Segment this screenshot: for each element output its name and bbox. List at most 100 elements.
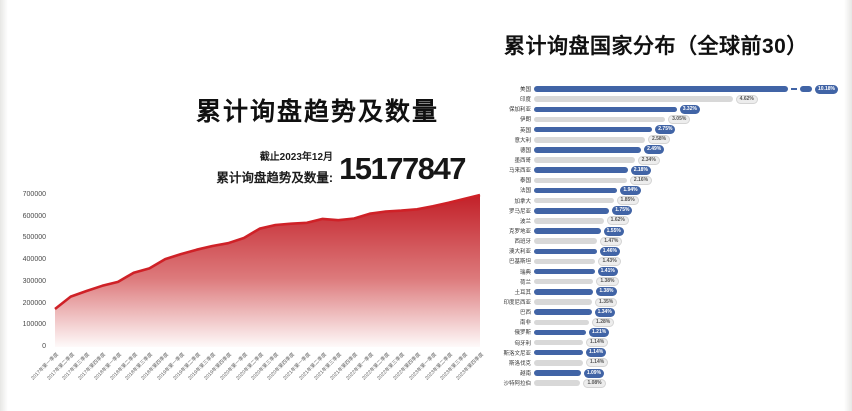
bar — [534, 197, 614, 204]
bar-value-badge: 1.14% — [586, 338, 609, 348]
bar-country-label: 俄罗斯 — [514, 330, 531, 337]
bar-row: 斯洛伐克 1.14% — [488, 358, 852, 368]
bar-value-badge: 2.16% — [629, 175, 653, 185]
bar — [534, 278, 594, 285]
bar-row: 沙特阿拉伯 1.08% — [488, 378, 852, 388]
bar-country-label: 墨西哥 — [514, 158, 531, 165]
y-tick-label: 700000 — [22, 191, 46, 198]
bar-country-label: 英国 — [519, 127, 531, 134]
trend-area-fill — [55, 195, 480, 347]
bar — [534, 319, 590, 326]
bar-row: 澳大利亚 1.46% — [488, 246, 852, 256]
bar-country-label: 罗马尼亚 — [508, 208, 531, 215]
bar — [534, 360, 584, 366]
bar-country-label: 泰国 — [519, 178, 531, 185]
bar-value-badge: 1.35% — [595, 297, 618, 307]
trend-area-chart — [48, 185, 488, 355]
bar-country-label: 匈牙利 — [514, 340, 531, 347]
bar-country-label: 法国 — [519, 188, 531, 195]
bar-row: 加拿大 1.85% — [488, 196, 852, 206]
bar — [534, 268, 595, 275]
bar-country-label: 斯洛文尼亚 — [503, 350, 531, 357]
bar — [534, 289, 594, 295]
bar-value-badge: 1.55% — [603, 226, 624, 236]
bar-value-badge: 1.43% — [598, 256, 621, 266]
bar-row: 伊朗 3.05% — [488, 114, 852, 124]
bar — [534, 157, 635, 163]
bar — [534, 238, 598, 244]
bar-value-badge: 1.38% — [596, 277, 619, 287]
bar — [534, 309, 592, 315]
bar — [534, 187, 618, 194]
axis-break-segment — [800, 86, 812, 92]
trend-y-axis: 0 100000 200000 300000 400000 500000 600000 700… — [10, 185, 46, 355]
bar-country-label: 印度 — [519, 97, 531, 104]
bar-value-badge: 1.14% — [586, 358, 609, 368]
bar-country-label: 波兰 — [519, 218, 531, 225]
country-chart-title: 累计询盘国家分布（全球前30） — [504, 35, 808, 58]
bar — [534, 147, 642, 153]
bar-country-label: 伊朗 — [519, 117, 531, 124]
bar — [534, 258, 596, 265]
bar-country-label: 保加利亚 — [508, 107, 531, 114]
bar-row: 斯洛文尼亚 1.14% — [488, 348, 852, 358]
bar-value-badge: 1.38% — [596, 287, 617, 297]
y-tick-label: 300000 — [22, 277, 46, 285]
bar — [534, 137, 645, 143]
bar — [534, 167, 628, 173]
bar-row: 美国 10.18% — [488, 84, 852, 94]
bar — [534, 339, 584, 346]
y-tick-label: 400000 — [22, 256, 46, 264]
bar-country-label: 瑞典 — [519, 269, 531, 276]
bar-row: 罗马尼亚 1.75% — [488, 206, 852, 216]
asof-date-label: 截止2023年12月 — [259, 152, 334, 163]
bar-country-label: 加拿大 — [514, 198, 531, 205]
trend-chart-title: 累计询盘趋势及数量 — [195, 98, 439, 126]
bar — [534, 177, 627, 184]
bar-row: 泰国 2.16% — [488, 175, 852, 185]
bar-row: 意大利 2.58% — [488, 135, 852, 145]
bar-country-label: 西班牙 — [514, 239, 531, 246]
bar-value-badge: 1.85% — [616, 196, 639, 206]
y-tick-label: 100000 — [22, 321, 46, 329]
bar-value-badge: 1.41% — [597, 267, 618, 277]
bar-row: 土耳其 1.38% — [488, 287, 852, 297]
bar-country-label: 克罗地亚 — [508, 229, 531, 236]
bar-country-label: 南非 — [519, 320, 531, 327]
bar-row: 俄罗斯 1.21% — [488, 327, 852, 337]
bar — [534, 116, 666, 123]
bar-value-badge: 1.62% — [606, 216, 629, 226]
bar-row: 马来西亚 2.18% — [488, 165, 852, 175]
total-count-label: 累计询盘趋势及数量: — [216, 171, 334, 185]
country-bar-chart: 美国 10.18% 印度 4.62% 保加利亚 3.32% 伊朗 3.05% 英国 2.75% 意大… — [488, 84, 852, 388]
bar-row: 波兰 1.62% — [488, 216, 852, 226]
bar-value-badge: 3.32% — [679, 104, 700, 114]
bar-value-badge: 1.46% — [599, 246, 620, 256]
bar-row: 匈牙利 1.14% — [488, 338, 852, 348]
bar-row: 德国 2.49% — [488, 145, 852, 155]
bar-value-badge: 1.94% — [620, 185, 641, 195]
bar-row: 越南 1.09% — [488, 368, 852, 378]
total-count-value: 15177847 — [339, 151, 466, 186]
bar-value-badge: 1.08% — [583, 378, 606, 388]
bar-row: 荷兰 1.38% — [488, 277, 852, 287]
bar-row: 瑞典 1.41% — [488, 267, 852, 277]
bar-row: 巴基斯坦 1.43% — [488, 256, 852, 266]
bar-country-label: 斯洛伐克 — [508, 360, 531, 367]
bar — [534, 329, 587, 336]
bar-value-badge: 1.14% — [586, 348, 607, 358]
bar-country-label: 澳大利亚 — [508, 249, 531, 256]
bar — [534, 96, 733, 102]
bar — [534, 86, 788, 92]
bar-value-badge: 1.21% — [589, 327, 610, 337]
bar-country-label: 越南 — [519, 371, 531, 377]
bar-value-badge: 2.75% — [655, 125, 676, 135]
bar-row: 西班牙 1.47% — [488, 236, 852, 246]
bar-row: 英国 2.75% — [488, 125, 852, 135]
bar — [534, 218, 604, 224]
bar-value-badge: 10.18% — [815, 84, 838, 94]
bar-country-label: 沙特阿拉伯 — [503, 381, 531, 388]
bar — [534, 208, 610, 214]
bar-value-badge: 1.47% — [600, 236, 623, 246]
